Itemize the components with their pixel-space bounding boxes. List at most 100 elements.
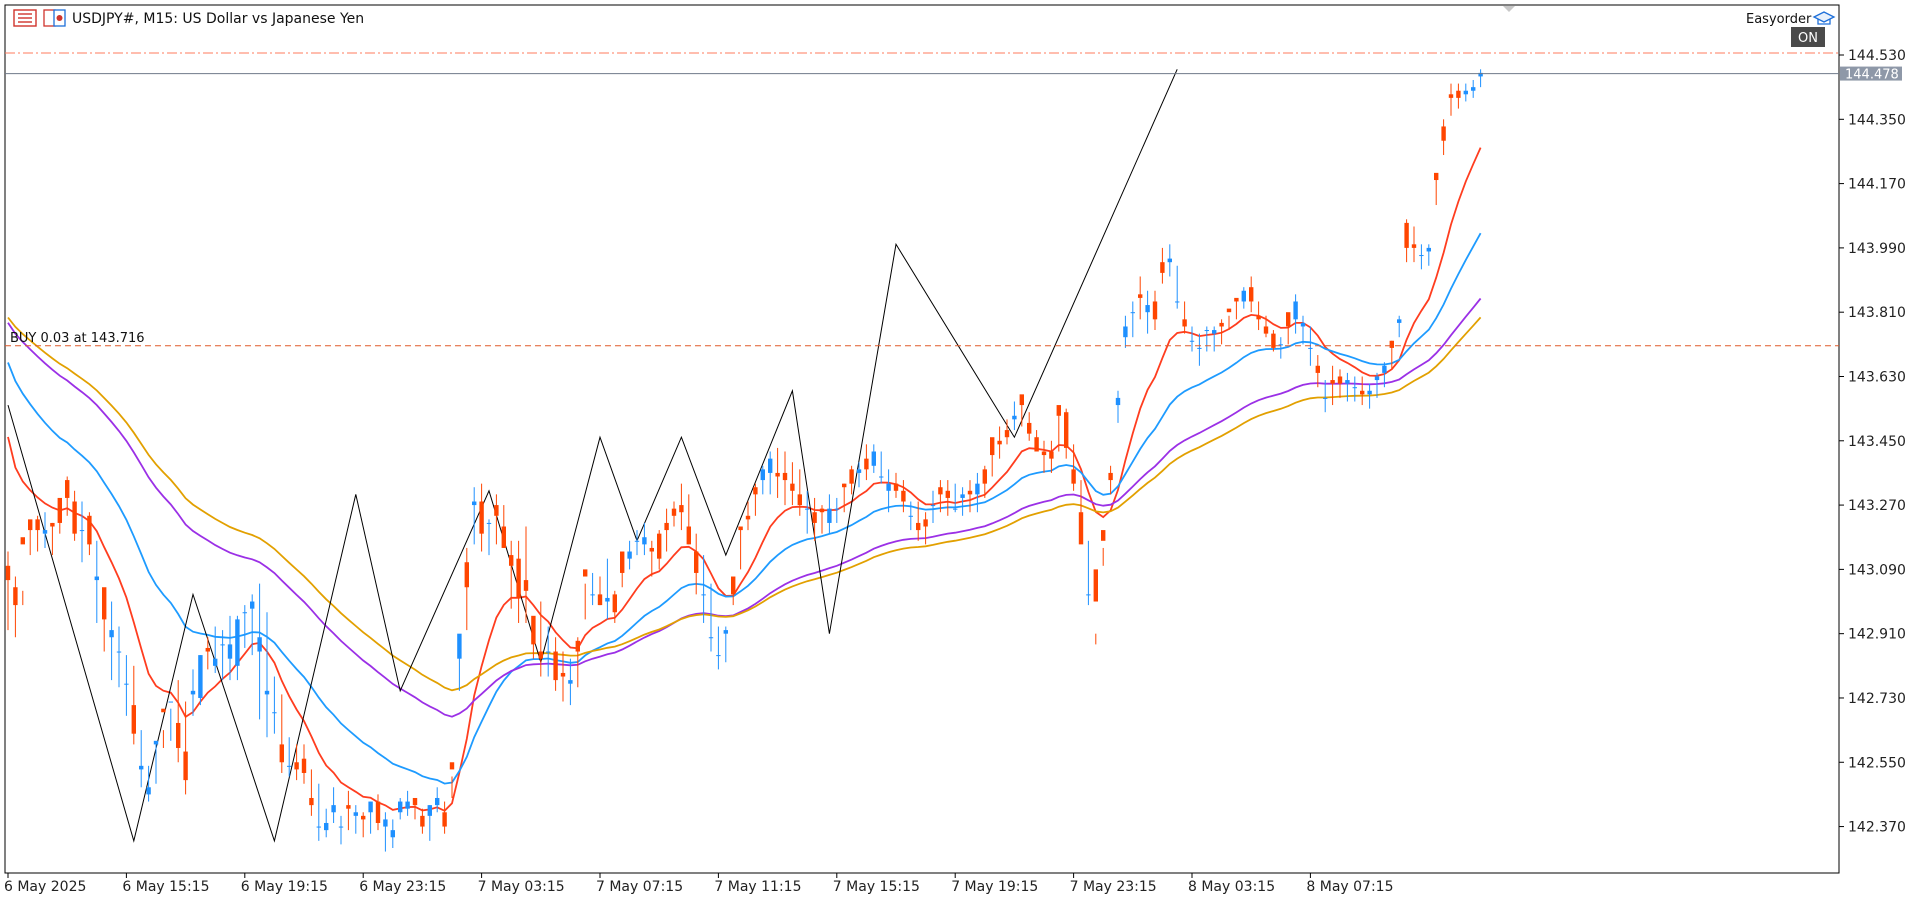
candle-body: [1300, 322, 1306, 327]
price-tick-label: 143.090: [1848, 562, 1906, 578]
time-tick-label: 6 May 15:15: [122, 879, 209, 895]
candle-body: [183, 751, 188, 781]
candle-body: [161, 708, 166, 713]
candle-body: [353, 812, 358, 816]
candle-body: [657, 533, 662, 559]
candle-body: [109, 630, 114, 638]
ema-line-10: [7, 147, 1482, 812]
candle-body: [605, 597, 610, 602]
symbol-flag-icon: [43, 9, 66, 27]
candle-body: [849, 469, 854, 484]
chart-list-icon[interactable]: [13, 9, 37, 27]
candle-body: [1189, 340, 1195, 342]
candle-body: [1478, 72, 1483, 77]
candle-body: [1152, 301, 1158, 320]
candle-body: [753, 487, 758, 495]
candle-body: [250, 601, 255, 609]
time-tick-label: 8 May 03:15: [1188, 879, 1275, 895]
candle-body: [1426, 247, 1431, 252]
candle-body: [1219, 322, 1224, 327]
candle-body: [1071, 469, 1076, 484]
candle-body: [1197, 347, 1202, 349]
chart-title: USDJPY#, M15: US Dollar vs Japanese Yen: [72, 11, 364, 27]
price-tick-label: 144.350: [1848, 112, 1906, 128]
candle-body: [716, 655, 721, 657]
candle-body: [664, 522, 669, 531]
candle-body: [50, 522, 55, 527]
candle-body: [1212, 330, 1217, 334]
candle-body: [1056, 405, 1061, 416]
candle-body: [1019, 394, 1024, 406]
price-tick-label: 143.270: [1848, 498, 1906, 514]
price-tick-label: 142.370: [1848, 820, 1906, 836]
candle-body: [1286, 312, 1291, 327]
candle-body: [272, 712, 277, 714]
candle-body: [546, 651, 551, 653]
candle-body: [398, 801, 403, 813]
candle-body: [464, 562, 469, 588]
candle-body: [982, 469, 987, 484]
autotrade-badge[interactable]: ON: [1791, 27, 1825, 47]
candle-body: [116, 651, 122, 653]
candle-body: [531, 615, 536, 645]
candle-body: [930, 505, 936, 507]
candle-body: [72, 501, 77, 534]
price-tick-label: 144.530: [1848, 48, 1906, 64]
candle-body: [834, 508, 839, 510]
candle-body: [1293, 301, 1298, 320]
candle-body: [1204, 330, 1209, 332]
time-tick-label: 7 May 11:15: [714, 879, 801, 895]
candle-body: [427, 805, 432, 816]
candle-body: [1411, 244, 1417, 248]
candle-body: [597, 594, 603, 606]
chart-shift-marker[interactable]: [1503, 6, 1515, 12]
candle-body: [945, 490, 950, 498]
expert-hat-icon[interactable]: [1812, 11, 1836, 25]
candle-body: [1034, 437, 1039, 452]
candle-body: [775, 472, 780, 477]
price-tick-label: 143.450: [1848, 434, 1906, 450]
time-axis[interactable]: 6 May 2025 6 May 15:15 6 May 19:15 6 May 23…: [4, 873, 1394, 895]
candle-body: [1441, 126, 1446, 141]
candle-body: [1263, 326, 1269, 334]
price-axis[interactable]: 144.530 144.350 144.170 143.990 143.810 143.6…: [1839, 48, 1906, 836]
candle-body: [1404, 222, 1409, 248]
current-price-tag: 144.478: [5, 66, 1902, 83]
candle-body: [568, 680, 573, 684]
position-line-group[interactable]: BUY 0.03 at 143.716: [5, 331, 1839, 347]
candle-body: [501, 526, 506, 548]
candle-body: [42, 530, 48, 534]
candle-body: [768, 458, 773, 473]
candle-body: [1419, 255, 1424, 257]
candle-body: [5, 565, 11, 581]
candle-body: [997, 440, 1002, 445]
candle-body: [938, 487, 943, 495]
candle-body: [405, 801, 410, 809]
candle-body: [1226, 308, 1232, 313]
candle-body: [235, 619, 240, 666]
candle-body: [842, 483, 847, 488]
candle-body: [131, 705, 136, 734]
candle-body: [960, 494, 965, 498]
candle-body: [1123, 326, 1128, 338]
candle-body: [257, 637, 262, 652]
candle-body: [805, 508, 810, 510]
candle-body: [908, 515, 913, 517]
candle-body: [35, 519, 40, 531]
candle-body: [575, 640, 580, 652]
candle-body: [102, 587, 107, 620]
candle-body: [731, 576, 736, 595]
time-tick-label: 7 May 03:15: [478, 879, 565, 895]
candle-body: [590, 594, 595, 596]
candle-body: [1086, 594, 1091, 596]
candle-body: [790, 483, 795, 491]
candle-body: [916, 522, 921, 531]
candle-body: [324, 822, 329, 831]
time-tick-label: 6 May 19:15: [241, 879, 328, 895]
candle-body: [686, 526, 691, 545]
time-tick-label: 7 May 07:15: [596, 879, 683, 895]
candle-body: [856, 469, 862, 473]
position-label: BUY 0.03 at 143.716: [10, 331, 145, 346]
candle-body: [294, 762, 299, 770]
